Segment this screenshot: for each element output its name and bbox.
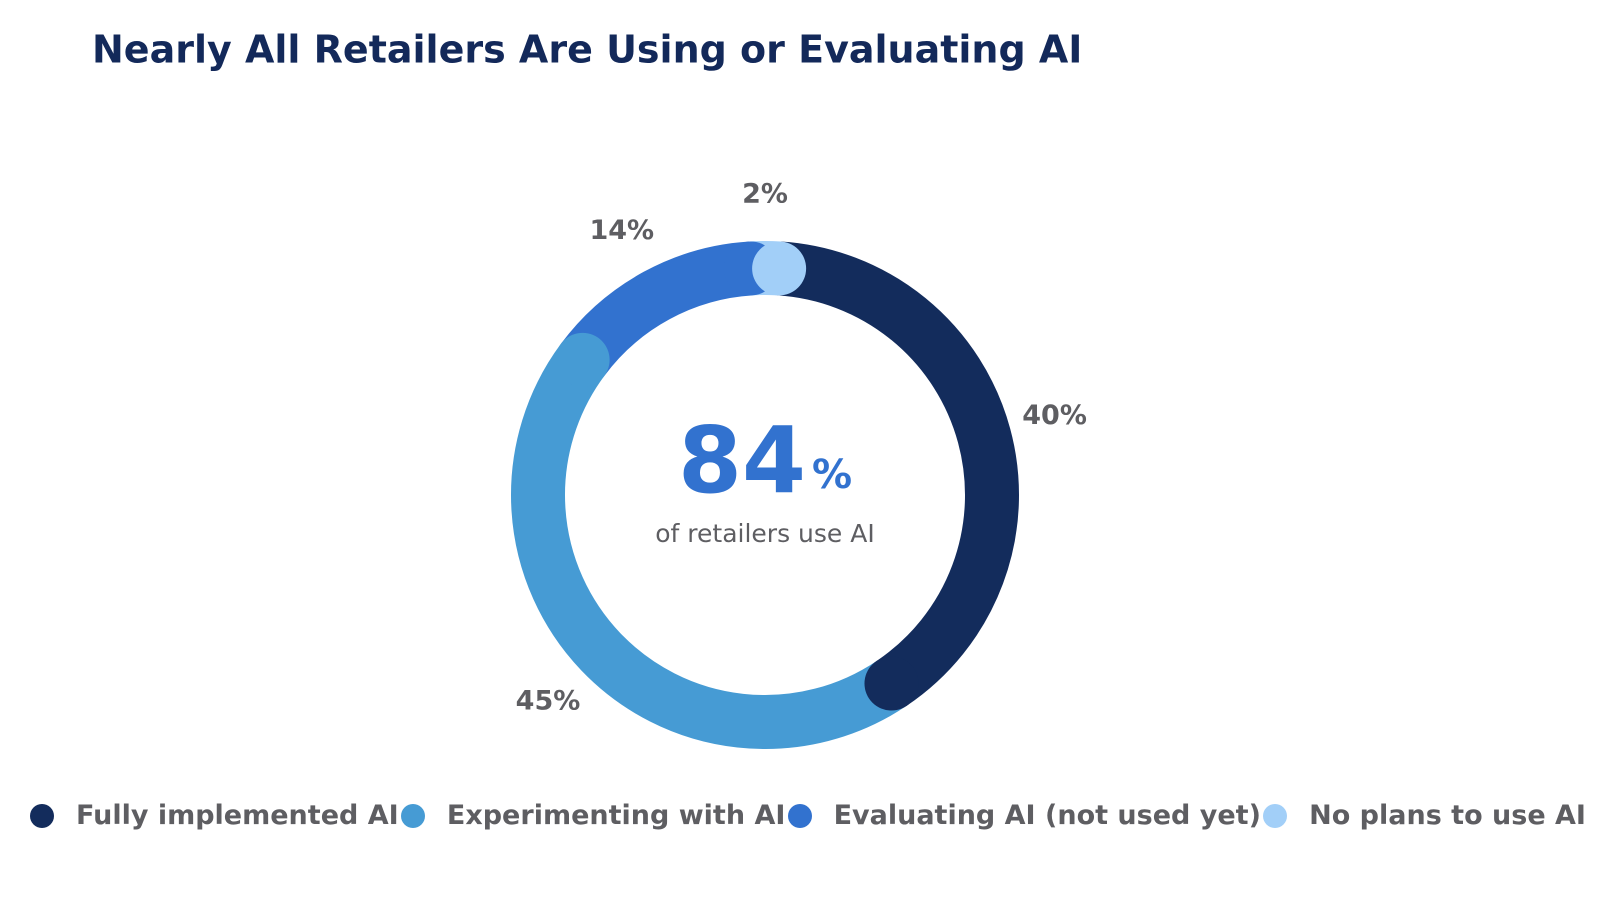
legend-swatch xyxy=(30,803,54,828)
data-label: 40% xyxy=(1022,400,1087,431)
chart-title: Nearly All Retailers Are Using or Evalua… xyxy=(92,28,1082,72)
legend: Fully implemented AI Experimenting with A… xyxy=(30,800,1586,831)
center-number: 84 xyxy=(678,407,806,514)
legend-item: Evaluating AI (not used yet) xyxy=(787,800,1261,831)
data-label: 45% xyxy=(516,686,581,717)
segment-cap xyxy=(555,332,610,387)
center-value: 84% xyxy=(678,407,852,514)
donut-segment xyxy=(777,241,1019,706)
data-label: 14% xyxy=(589,215,654,246)
legend-item: No plans to use AI xyxy=(1263,800,1586,831)
chart: Nearly All Retailers Are Using or Evalua… xyxy=(92,28,1087,749)
segment-cap xyxy=(752,241,807,296)
legend-swatch xyxy=(400,803,425,828)
legend-swatch xyxy=(1263,803,1288,828)
legend-item: Fully implemented AI xyxy=(30,800,399,831)
center-suffix: % xyxy=(812,452,852,498)
center-caption: of retailers use AI xyxy=(655,519,874,548)
segment-cap xyxy=(864,656,919,711)
legend-label: No plans to use AI xyxy=(1309,800,1586,831)
legend-item: Experimenting with AI xyxy=(400,800,786,831)
donut-segment xyxy=(560,241,754,377)
donut-segment xyxy=(511,343,907,749)
legend-label: Evaluating AI (not used yet) xyxy=(833,800,1261,831)
legend-swatch xyxy=(787,803,812,828)
legend-label: Experimenting with AI xyxy=(446,800,786,831)
legend-label: Fully implemented AI xyxy=(76,800,399,831)
data-label: 2% xyxy=(742,179,788,210)
